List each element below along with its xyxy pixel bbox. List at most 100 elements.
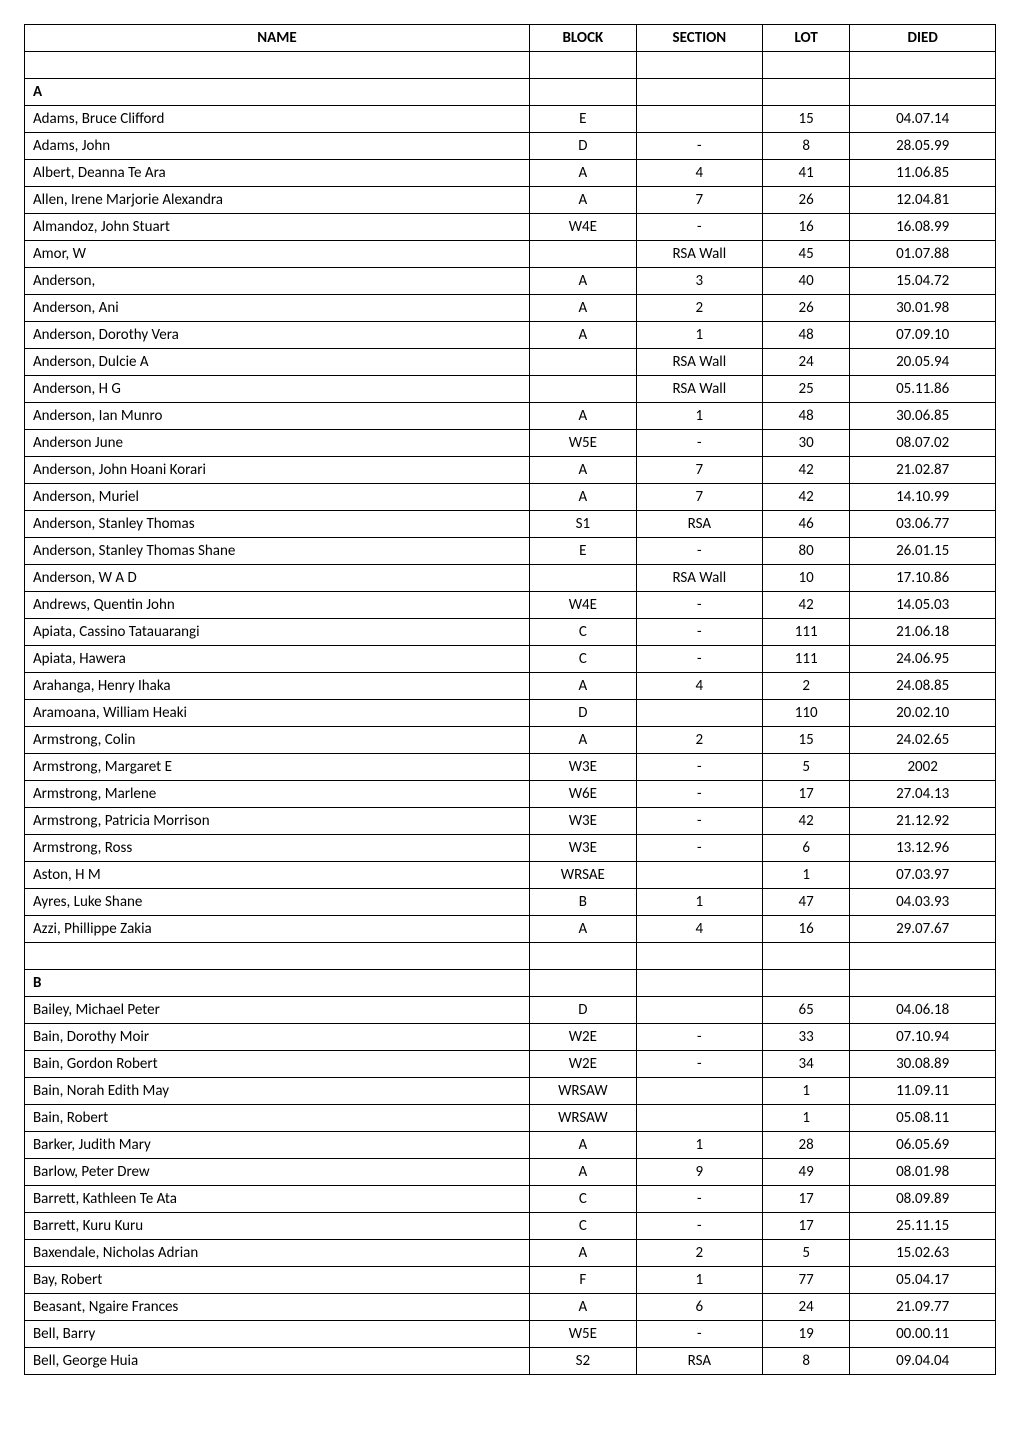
table-row: Armstrong, RossW3E-613.12.96 <box>25 835 996 862</box>
block-cell <box>529 565 636 592</box>
section-cell: 1 <box>636 1267 762 1294</box>
lot-cell: 48 <box>762 403 849 430</box>
name-cell: Anderson, Ani <box>25 295 530 322</box>
name-cell: Andrews, Quentin John <box>25 592 530 619</box>
died-cell: 11.09.11 <box>850 1078 996 1105</box>
name-cell: Anderson June <box>25 430 530 457</box>
died-cell: 24.06.95 <box>850 646 996 673</box>
block-cell: W3E <box>529 808 636 835</box>
lot-cell: 5 <box>762 1240 849 1267</box>
died-cell: 21.09.77 <box>850 1294 996 1321</box>
empty-cell <box>850 943 996 970</box>
table-row: B <box>25 970 996 997</box>
lot-cell: 17 <box>762 781 849 808</box>
block-cell: W4E <box>529 592 636 619</box>
block-cell: W2E <box>529 1024 636 1051</box>
died-cell: 21.06.18 <box>850 619 996 646</box>
empty-cell <box>762 52 849 79</box>
block-cell: F <box>529 1267 636 1294</box>
block-cell: C <box>529 1186 636 1213</box>
block-cell: W6E <box>529 781 636 808</box>
block-cell: D <box>529 997 636 1024</box>
table-row: Albert, Deanna Te AraA44111.06.85 <box>25 160 996 187</box>
block-cell: W4E <box>529 214 636 241</box>
died-cell: 17.10.86 <box>850 565 996 592</box>
name-cell: Anderson, H G <box>25 376 530 403</box>
empty-cell <box>762 943 849 970</box>
table-row: Allen, Irene Marjorie AlexandraA72612.04… <box>25 187 996 214</box>
lot-cell: 16 <box>762 916 849 943</box>
section-cell: 1 <box>636 1132 762 1159</box>
section-cell: - <box>636 214 762 241</box>
lot-cell: 45 <box>762 241 849 268</box>
died-cell: 13.12.96 <box>850 835 996 862</box>
block-cell <box>529 349 636 376</box>
table-row: Bell, George HuiaS2RSA809.04.04 <box>25 1348 996 1375</box>
table-row: Apiata, HaweraC-11124.06.95 <box>25 646 996 673</box>
block-cell: WRSAE <box>529 862 636 889</box>
table-row: Barlow, Peter DrewA94908.01.98 <box>25 1159 996 1186</box>
table-row: Anderson, Dorothy VeraA14807.09.10 <box>25 322 996 349</box>
name-cell: Bain, Dorothy Moir <box>25 1024 530 1051</box>
lot-cell: 111 <box>762 646 849 673</box>
died-cell: 14.10.99 <box>850 484 996 511</box>
block-cell: WRSAW <box>529 1078 636 1105</box>
lot-cell: 65 <box>762 997 849 1024</box>
lot-cell: 15 <box>762 727 849 754</box>
lot-cell: 26 <box>762 187 849 214</box>
died-cell: 07.09.10 <box>850 322 996 349</box>
died-cell: 08.07.02 <box>850 430 996 457</box>
block-cell: E <box>529 106 636 133</box>
name-cell: Armstrong, Marlene <box>25 781 530 808</box>
died-cell: 03.06.77 <box>850 511 996 538</box>
table-row: Apiata, Cassino TatauarangiC-11121.06.18 <box>25 619 996 646</box>
name-cell: Anderson, Ian Munro <box>25 403 530 430</box>
section-cell: 7 <box>636 187 762 214</box>
died-cell: 25.11.15 <box>850 1213 996 1240</box>
block-cell <box>529 376 636 403</box>
section-cell: RSA <box>636 1348 762 1375</box>
lot-cell: 8 <box>762 133 849 160</box>
block-cell: A <box>529 1240 636 1267</box>
section-cell: 6 <box>636 1294 762 1321</box>
empty-cell <box>25 943 530 970</box>
name-cell: Bay, Robert <box>25 1267 530 1294</box>
section-cell: 3 <box>636 268 762 295</box>
section-cell: - <box>636 646 762 673</box>
section-cell: RSA Wall <box>636 349 762 376</box>
table-row: Anderson, John Hoani KorariA74221.02.87 <box>25 457 996 484</box>
table-body: AAdams, Bruce CliffordE1504.07.14Adams, … <box>25 52 996 1375</box>
col-header-section: SECTION <box>636 25 762 52</box>
table-row: Bain, Norah Edith MayWRSAW111.09.11 <box>25 1078 996 1105</box>
lot-cell: 46 <box>762 511 849 538</box>
table-row: Bailey, Michael PeterD6504.06.18 <box>25 997 996 1024</box>
section-cell: 4 <box>636 673 762 700</box>
died-cell: 24.08.85 <box>850 673 996 700</box>
name-cell: Bell, Barry <box>25 1321 530 1348</box>
died-cell: 15.04.72 <box>850 268 996 295</box>
section-cell <box>636 1078 762 1105</box>
lot-cell: 42 <box>762 484 849 511</box>
name-cell: Armstrong, Ross <box>25 835 530 862</box>
died-cell: 08.09.89 <box>850 1186 996 1213</box>
died-cell: 24.02.65 <box>850 727 996 754</box>
table-header-row: NAME BLOCK SECTION LOT DIED <box>25 25 996 52</box>
block-cell: B <box>529 889 636 916</box>
section-cell: - <box>636 133 762 160</box>
lot-cell: 6 <box>762 835 849 862</box>
section-cell: RSA Wall <box>636 241 762 268</box>
section-cell: - <box>636 754 762 781</box>
block-cell: A <box>529 484 636 511</box>
table-row: Ayres, Luke ShaneB14704.03.93 <box>25 889 996 916</box>
name-cell: Bell, George Huia <box>25 1348 530 1375</box>
lot-cell: 2 <box>762 673 849 700</box>
name-cell: Bain, Gordon Robert <box>25 1051 530 1078</box>
block-cell: D <box>529 133 636 160</box>
block-cell: W3E <box>529 835 636 862</box>
name-cell: Apiata, Cassino Tatauarangi <box>25 619 530 646</box>
died-cell: 20.02.10 <box>850 700 996 727</box>
name-cell: Adams, Bruce Clifford <box>25 106 530 133</box>
lot-cell: 1 <box>762 862 849 889</box>
empty-cell <box>850 79 996 106</box>
empty-cell <box>636 970 762 997</box>
